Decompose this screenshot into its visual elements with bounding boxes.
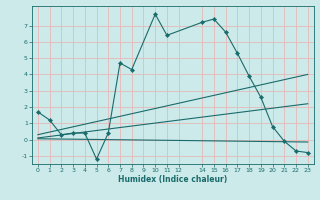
X-axis label: Humidex (Indice chaleur): Humidex (Indice chaleur)	[118, 175, 228, 184]
